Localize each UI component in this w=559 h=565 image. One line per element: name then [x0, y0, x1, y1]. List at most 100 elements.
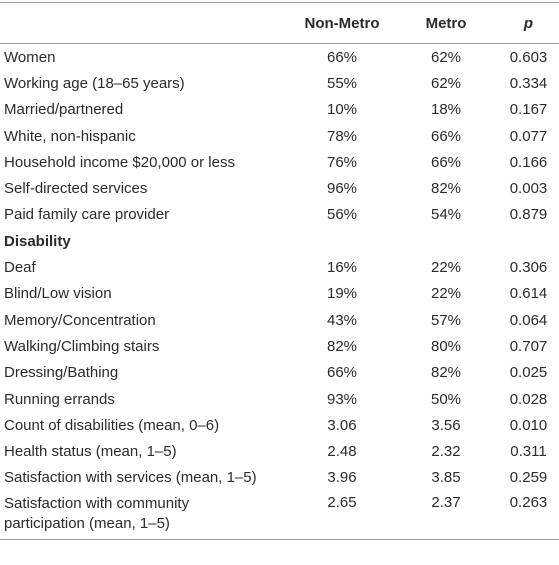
- row-label-text: White, non-hispanic: [4, 127, 136, 145]
- cell-value: 82%: [394, 175, 498, 201]
- cell-value: 0.263: [498, 491, 559, 541]
- column-header: Metro: [394, 2, 498, 44]
- data-table: Non-Metro Metro p Women 66% 62% 0.603 Working …: [0, 2, 559, 541]
- cell-value: 3.56: [394, 412, 498, 438]
- cell-value: 0.259: [498, 465, 559, 491]
- cell-value: 55%: [290, 70, 394, 96]
- cell-text: 0.003: [509, 180, 548, 198]
- cell-text: 3.85: [431, 469, 461, 487]
- row-label-text: Health status (mean, 1–5): [4, 443, 177, 461]
- table-row: Household income $20,000 or less 76% 66% 0.…: [0, 149, 559, 175]
- cell-text: 22%: [430, 259, 462, 277]
- cell-text: 66%: [326, 364, 358, 382]
- row-label: Deaf: [0, 254, 290, 280]
- table-row: Memory/Concentration 43% 57% 0.064: [0, 307, 559, 333]
- row-label-text: Household income $20,000 or less: [4, 153, 235, 171]
- cell-text: 82%: [430, 180, 462, 198]
- table-header: Non-Metro Metro p: [0, 2, 559, 44]
- cell-value: 50%: [394, 386, 498, 412]
- row-label-text: Self-directed services: [4, 180, 148, 198]
- cell-text: 0.010: [509, 416, 548, 434]
- cell-text: 54%: [430, 206, 462, 224]
- row-label-text: Disability: [4, 232, 71, 250]
- row-label-text: Walking/Climbing stairs: [4, 337, 160, 355]
- table-row: Dressing/Bathing 66% 82% 0.025: [0, 360, 559, 386]
- cell-value: 0.879: [498, 202, 559, 228]
- table-body: Women 66% 62% 0.603 Working age (18–65 years…: [0, 44, 559, 541]
- cell-text: 0.064: [509, 311, 548, 329]
- row-label: Walking/Climbing stairs: [0, 333, 290, 359]
- cell-text: 50%: [430, 390, 462, 408]
- cell-value: 62%: [394, 44, 498, 71]
- cell-value: 2.37: [394, 491, 498, 541]
- cell-text: 62%: [430, 48, 462, 66]
- cell-text: 19%: [326, 285, 358, 303]
- cell-value: 3.85: [394, 465, 498, 491]
- cell-text: 56%: [326, 206, 358, 224]
- table-row: Married/partnered 10% 18% 0.167: [0, 97, 559, 123]
- cell-text: 0.707: [509, 337, 548, 355]
- cell-value: 0.311: [498, 438, 559, 464]
- table-row: Paid family care provider 56% 54% 0.879: [0, 202, 559, 228]
- table-row: Count of disabilities (mean, 0–6) 3.06 3.5…: [0, 412, 559, 438]
- cell-text: 80%: [430, 337, 462, 355]
- cell-value: 3.06: [290, 412, 394, 438]
- row-label: Married/partnered: [0, 97, 290, 123]
- table-row: White, non-hispanic 78% 66% 0.077: [0, 123, 559, 149]
- cell-value: 0.028: [498, 386, 559, 412]
- table-row: Satisfaction with services (mean, 1–5) 3.…: [0, 465, 559, 491]
- row-label: Health status (mean, 1–5): [0, 438, 290, 464]
- cell-text: 16%: [326, 259, 358, 277]
- row-label: Running errands: [0, 386, 290, 412]
- cell-text: 0.025: [509, 364, 548, 382]
- row-label-text: Women: [4, 48, 56, 66]
- cell-value: 19%: [290, 281, 394, 307]
- cell-text: 43%: [326, 311, 358, 329]
- cell-value: 43%: [290, 307, 394, 333]
- cell-value: 57%: [394, 307, 498, 333]
- cell-text: 0.614: [509, 285, 548, 303]
- table-row: Self-directed services 96% 82% 0.003: [0, 175, 559, 201]
- table-row: Satisfaction with community participatio…: [0, 491, 559, 541]
- cell-value: 62%: [394, 70, 498, 96]
- cell-text: 93%: [326, 390, 358, 408]
- section-row: Disability: [0, 228, 559, 254]
- row-label: Disability: [0, 228, 559, 254]
- cell-value: 54%: [394, 202, 498, 228]
- cell-text: 0.603: [509, 48, 548, 66]
- cell-text: 76%: [326, 153, 358, 171]
- cell-text: 96%: [326, 180, 358, 198]
- cell-value: 96%: [290, 175, 394, 201]
- row-label-text: Working age (18–65 years): [4, 74, 185, 92]
- row-label-text: Deaf: [4, 259, 36, 277]
- table-row: Health status (mean, 1–5) 2.48 2.32 0.311: [0, 438, 559, 464]
- cell-text: 3.06: [327, 416, 357, 434]
- row-label: Household income $20,000 or less: [0, 149, 290, 175]
- column-header: Non-Metro: [290, 2, 394, 44]
- table-row: Walking/Climbing stairs 82% 80% 0.707: [0, 333, 559, 359]
- cell-value: 0.167: [498, 97, 559, 123]
- row-label-text: Count of disabilities (mean, 0–6): [4, 416, 220, 434]
- cell-text: 18%: [430, 101, 462, 119]
- cell-value: 3.96: [290, 465, 394, 491]
- cell-text: 0.311: [510, 443, 547, 461]
- cell-value: 66%: [394, 123, 498, 149]
- table-row: Blind/Low vision 19% 22% 0.614: [0, 281, 559, 307]
- cell-value: 80%: [394, 333, 498, 359]
- cell-text: 2.65: [327, 494, 357, 512]
- cell-text: 0.263: [509, 494, 548, 512]
- row-label: Blind/Low vision: [0, 281, 290, 307]
- row-label-text: Dressing/Bathing: [4, 364, 119, 382]
- column-header: p: [498, 2, 559, 44]
- cell-value: 66%: [290, 360, 394, 386]
- cell-text: 2.48: [327, 443, 357, 461]
- table-row: Women 66% 62% 0.603: [0, 44, 559, 71]
- row-label-text: Blind/Low vision: [4, 285, 112, 303]
- cell-text: 82%: [430, 364, 462, 382]
- header-row: Non-Metro Metro p: [0, 2, 559, 44]
- cell-value: 78%: [290, 123, 394, 149]
- cell-value: 0.166: [498, 149, 559, 175]
- cell-value: 22%: [394, 281, 498, 307]
- cell-value: 16%: [290, 254, 394, 280]
- row-label: Satisfaction with services (mean, 1–5): [0, 465, 290, 491]
